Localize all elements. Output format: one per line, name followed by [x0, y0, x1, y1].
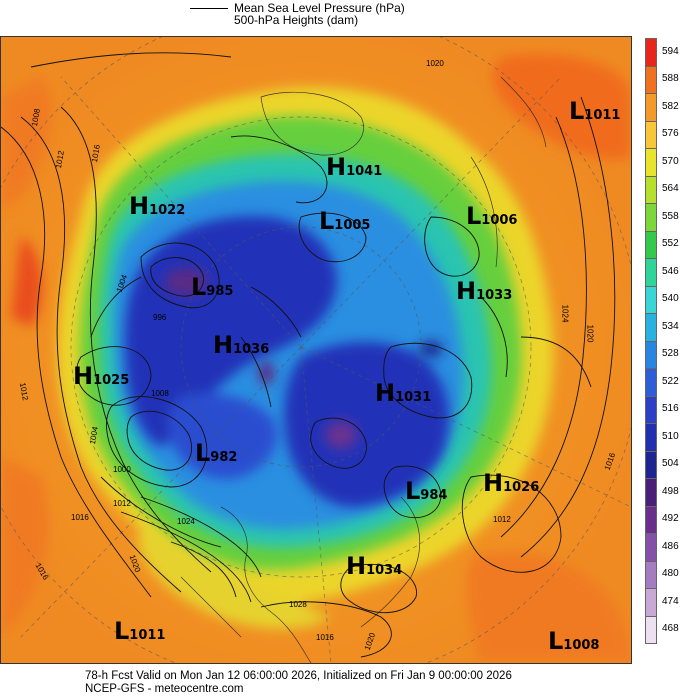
colorbar-label: 570: [662, 155, 679, 167]
colorbar-label: 594: [662, 45, 679, 57]
colorbar-swatch: [645, 450, 657, 479]
legend-mslp-label: Mean Sea Level Pressure (hPa): [234, 1, 405, 15]
pressure-center: H1033: [456, 277, 513, 305]
colorbar-swatch: [645, 423, 657, 452]
colorbar-label: 534: [662, 320, 679, 332]
graticule: [1, 37, 631, 663]
colorbar-swatch: [645, 203, 657, 232]
pressure-center: H1041: [326, 153, 383, 181]
pressure-center: H1026: [483, 469, 540, 497]
map-legend: Mean Sea Level Pressure (hPa) 500-hPa He…: [190, 0, 510, 30]
colorbar-swatch: [645, 65, 657, 94]
contour-label: 1024: [560, 304, 570, 323]
colorbar-swatch: [645, 368, 657, 397]
contour-label: 1012: [493, 515, 511, 524]
contour-label: 1020: [585, 324, 595, 343]
colorbar-label: 486: [662, 540, 679, 552]
contour-label: 1016: [316, 633, 334, 642]
colorbar-swatch: [645, 230, 657, 259]
colorbar-label: 576: [662, 128, 679, 140]
colorbar-label: 558: [662, 210, 679, 222]
pressure-center: L982: [195, 439, 238, 467]
line-sample: [190, 7, 228, 9]
colorbar-swatch: [645, 533, 657, 562]
pressure-center: L1011: [569, 97, 621, 125]
colorbar-swatch: [645, 258, 657, 287]
colorbar-swatch: [645, 93, 657, 122]
colorbar-swatch: [645, 148, 657, 177]
contour-label: 1020: [426, 59, 444, 68]
contour-label: 1016: [71, 513, 89, 522]
colorbar-label: 498: [662, 485, 679, 497]
pressure-center: L1011: [114, 617, 166, 645]
colorbar-label: 504: [662, 458, 679, 470]
pressure-center: L1006: [466, 202, 518, 230]
pressure-center: H1031: [375, 379, 432, 407]
coastlines: [180, 76, 547, 663]
contour-label: 1012: [113, 499, 131, 508]
legend-heights-label: 500-hPa Heights (dam): [234, 13, 359, 27]
colorbar-label: 474: [662, 595, 679, 607]
colorbar-swatch: [645, 588, 657, 617]
colorbar-label: 492: [662, 513, 679, 525]
legend-heights: 500-hPa Heights (dam): [234, 13, 358, 27]
map-footer: 78-h Fcst Valid on Mon Jan 12 06:00:00 2…: [85, 670, 512, 696]
colorbar-swatch: [645, 285, 657, 314]
colorbar-label: 582: [662, 100, 679, 112]
height-band-498: [164, 268, 443, 449]
colorbar-label: 546: [662, 265, 679, 277]
contour-label: 1000: [113, 465, 131, 474]
colorbar-label: 522: [662, 375, 679, 387]
colorbar-label: 528: [662, 348, 679, 360]
colorbar-label: 588: [662, 73, 679, 85]
weather-map: H1041 L1011 H1022 L1005 L1006 L985 H1033…: [0, 36, 632, 664]
colorbar-label: 480: [662, 568, 679, 580]
colorbar-swatch: [645, 120, 657, 149]
contour-label: 996: [153, 313, 167, 322]
colorbar-label: 516: [662, 403, 679, 415]
colorbar-swatch: [645, 560, 657, 589]
colorbar: 594 588 582 576 570 564 558 552 546 540 534 528 522 5…: [645, 38, 681, 664]
map-canvas: [1, 37, 631, 663]
colorbar-swatch: [645, 615, 657, 644]
source-credit: NCEP-GFS - meteocentre.com: [85, 683, 244, 695]
pressure-center: L985: [191, 273, 234, 301]
pressure-center: H1036: [213, 331, 270, 359]
height-band-588: [1, 54, 631, 663]
isobars: [1, 52, 616, 658]
colorbar-label: 540: [662, 293, 679, 305]
contour-label: 1008: [151, 389, 169, 398]
colorbar-label: 468: [662, 623, 679, 635]
pressure-center: L984: [405, 477, 448, 505]
legend-mslp: Mean Sea Level Pressure (hPa): [190, 1, 405, 15]
colorbar-label: 510: [662, 430, 679, 442]
contour-label: 1028: [289, 600, 307, 609]
colorbar-swatch: [645, 478, 657, 507]
colorbar-swatch: [645, 313, 657, 342]
pressure-center: H1025: [73, 362, 130, 390]
contour-label: 1024: [177, 517, 195, 526]
colorbar-swatch: [645, 38, 657, 67]
colorbar-swatch: [645, 505, 657, 534]
colorbar-label: 564: [662, 183, 679, 195]
colorbar-swatch: [645, 395, 657, 424]
forecast-valid-text: 78-h Fcst Valid on Mon Jan 12 06:00:00 2…: [85, 670, 512, 682]
colorbar-swatch: [645, 340, 657, 369]
pressure-center: H1022: [129, 192, 186, 220]
pressure-center: H1034: [346, 552, 403, 580]
pressure-center: L1005: [319, 207, 371, 235]
colorbar-swatch: [645, 175, 657, 204]
colorbar-label: 552: [662, 238, 679, 250]
pressure-center: L1008: [548, 627, 600, 655]
